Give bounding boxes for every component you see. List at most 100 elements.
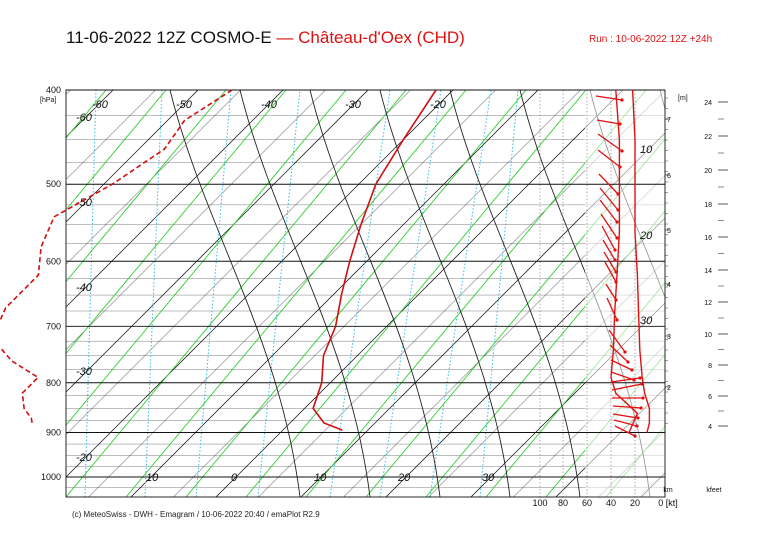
wind-speed-profile xyxy=(631,89,651,433)
wind-arrow-head xyxy=(640,382,644,386)
height-m-label: 3 xyxy=(667,334,671,341)
wind-arrow-head xyxy=(641,396,645,400)
wind-arrow-head xyxy=(616,192,620,196)
wind-speed-tick-label: 20 xyxy=(630,498,640,508)
pressure-unit-label: [hPa] xyxy=(40,97,56,104)
isotherm-line xyxy=(66,90,199,223)
mixing-ratio-line xyxy=(144,90,163,497)
height-kfeet-label: 14 xyxy=(704,268,712,275)
height-kfeet-label: 6 xyxy=(708,394,712,401)
dry-adiabat-line xyxy=(66,90,167,211)
isotherm-label: -60 xyxy=(76,112,93,124)
height-kfeet-label: 4 xyxy=(708,424,712,431)
dry-adiabat-line xyxy=(185,90,527,497)
wind-arrow-head xyxy=(633,434,637,438)
mixing-ratio-line xyxy=(195,90,232,497)
wind-arrow-head xyxy=(615,220,619,224)
wind-arrow xyxy=(610,359,633,371)
wind-arrow-head xyxy=(613,258,617,262)
dry-adiabat-line xyxy=(125,90,467,497)
title-station: Château-d'Oex (CHD) xyxy=(298,28,465,47)
isotherm-label: -20 xyxy=(430,99,447,111)
isotherm-line xyxy=(675,68,766,505)
wind-speed-label: 30 xyxy=(640,315,653,327)
isotherm-label: -20 xyxy=(76,452,93,464)
wind-arrow xyxy=(612,405,642,409)
wind-speed-label: 20 xyxy=(639,230,653,242)
height-m-label: 6 xyxy=(667,173,671,180)
isotherm-label: -50 xyxy=(176,99,193,111)
wind-arrow xyxy=(597,133,623,152)
isotherm-line xyxy=(66,90,411,435)
pressure-tick-label: 700 xyxy=(46,321,61,331)
wind-arrow-head xyxy=(616,208,620,212)
isotherm-label: -50 xyxy=(76,197,93,209)
saturated-adiabat-line xyxy=(379,90,511,497)
kfeet-label: kfeet xyxy=(706,487,721,494)
height-m-label: 7 xyxy=(667,117,671,124)
isotherm-label: 0 xyxy=(231,472,238,484)
isotherm-line xyxy=(0,68,50,505)
height-kfeet-label: 12 xyxy=(704,300,712,307)
wind-arrow-head xyxy=(626,360,630,364)
dry-adiabat-line xyxy=(0,90,46,497)
isotherm-line xyxy=(717,68,766,505)
isotherm-label: -40 xyxy=(261,99,278,111)
temperature-curve xyxy=(312,89,437,431)
pressure-tick-label: 600 xyxy=(46,256,61,266)
wind-arrow-head xyxy=(615,318,619,322)
wind-arrow xyxy=(613,419,638,427)
pressure-tick-label: 800 xyxy=(46,378,61,388)
wind-arrow-head xyxy=(615,236,619,240)
wind-speed-tick-label: 100 xyxy=(532,498,547,508)
title-model: 11-06-2022 12Z COSMO-E xyxy=(66,28,272,47)
isotherm-label: -30 xyxy=(345,99,362,111)
wind-arrow-head xyxy=(614,270,618,274)
wind-arrow-head xyxy=(620,98,624,102)
saturated-adiabat-line xyxy=(239,90,371,497)
chart-title: 11-06-2022 12Z COSMO-E — Château-d'Oex (… xyxy=(66,28,465,48)
pressure-tick-label: 400 xyxy=(46,85,61,95)
isotherm-label: 30 xyxy=(482,472,495,484)
isotherm-line xyxy=(66,90,114,138)
dry-adiabat-line xyxy=(245,90,587,497)
mixing-ratio-line xyxy=(429,90,492,497)
wind-arrow xyxy=(605,283,617,301)
run-info: Run : 10-06-2022 12Z +24h xyxy=(589,34,713,45)
wind-arrow-head xyxy=(623,350,627,354)
isotherm-label: 20 xyxy=(397,472,411,484)
wind-arrow xyxy=(599,199,618,223)
wind-speed-tick-label: 40 xyxy=(606,498,616,508)
isotherm-line xyxy=(88,90,496,497)
wind-arrow xyxy=(610,377,641,383)
isotherm-label: -60 xyxy=(92,99,109,111)
credit-line: (c) MeteoSwiss - DWH - Emagram / 10-06-2… xyxy=(72,510,320,519)
mixing-ratio-line xyxy=(84,90,97,497)
wind-arrow xyxy=(606,297,618,321)
wind-arrow xyxy=(611,383,643,391)
isotherm-line xyxy=(66,90,326,350)
wind-arrow-head xyxy=(635,424,639,428)
mixing-ratio-line xyxy=(379,90,442,497)
mixing-ratio-line xyxy=(257,90,301,497)
wind-speed-tick-label: 80 xyxy=(558,498,568,508)
isotherm-line xyxy=(0,68,7,505)
isotherm-line xyxy=(66,90,284,308)
isotherm-line xyxy=(66,90,241,265)
dry-adiabat-line xyxy=(66,90,287,355)
wind-arrow xyxy=(598,173,619,195)
isotherm-line xyxy=(66,90,369,393)
height-kfeet-label: 24 xyxy=(704,100,712,107)
wind-arrow-head xyxy=(618,122,622,126)
wind-arrow-head xyxy=(620,149,624,153)
pressure-tick-label: 900 xyxy=(46,428,61,438)
height-m-label: 5 xyxy=(667,228,671,235)
isotherm-label: 10 xyxy=(314,472,327,484)
wind-arrow xyxy=(609,344,629,363)
dewpoint-curve xyxy=(0,89,233,426)
pressure-tick-label: 500 xyxy=(46,179,61,189)
wind-arrow xyxy=(599,187,619,211)
height-kfeet-label: 16 xyxy=(704,235,712,242)
wind-speed-unit-label: 0 [kt] xyxy=(658,498,678,508)
